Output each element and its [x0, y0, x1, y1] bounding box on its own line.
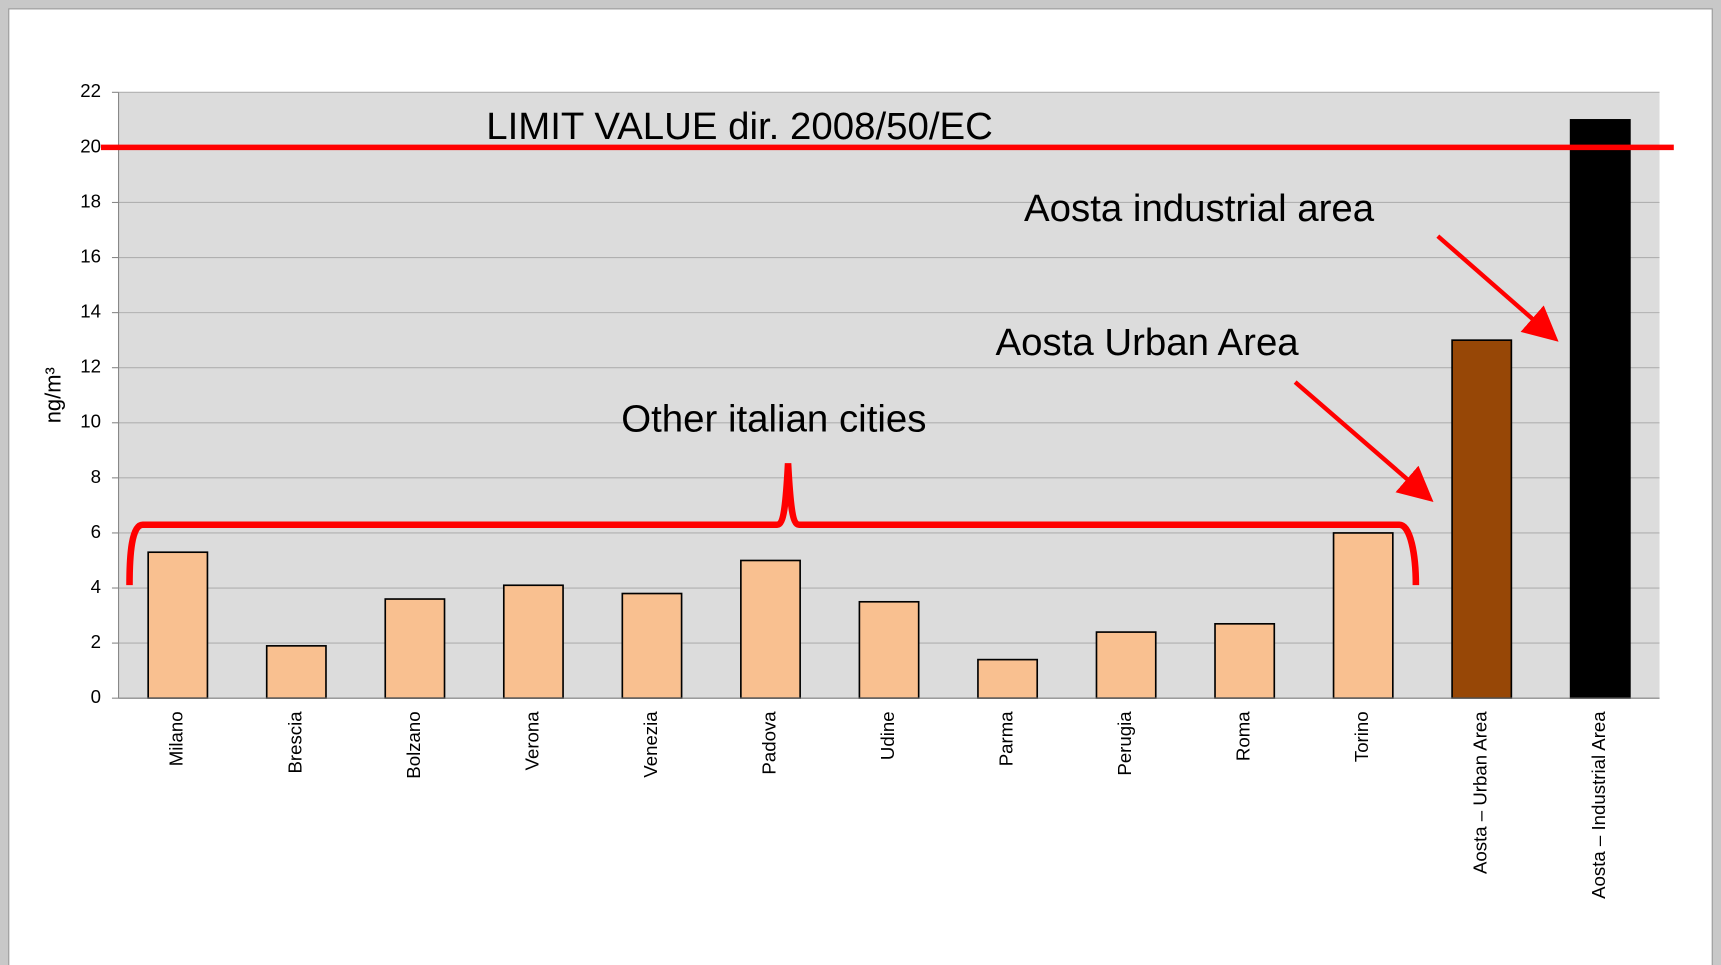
bar	[147, 551, 209, 699]
x-tick-label: Aosta – Urban Area	[1470, 711, 1491, 874]
annotation: Aosta Urban Area	[996, 321, 1300, 364]
bar	[1569, 119, 1631, 699]
y-tick-label: 14	[80, 301, 101, 322]
bar	[977, 658, 1039, 699]
arrow	[1293, 380, 1434, 502]
x-tick-label: Brescia	[284, 711, 305, 774]
y-tick-label: 20	[80, 135, 101, 156]
annotation: Other italian cities	[621, 398, 926, 441]
brace	[126, 463, 1420, 586]
y-tick-label: 16	[80, 245, 101, 266]
plot-area	[118, 92, 1660, 699]
limit-label: LIMIT VALUE dir. 2008/50/EC	[486, 105, 993, 148]
y-tick-label: 8	[91, 466, 101, 487]
bar	[1095, 631, 1157, 699]
annotation: Aosta industrial area	[1024, 187, 1375, 230]
bar	[1451, 339, 1513, 699]
y-tick-label: 12	[80, 356, 101, 377]
x-tick-label: Venezia	[640, 711, 661, 778]
x-tick-label: Aosta – Industrial Area	[1588, 711, 1609, 899]
y-tick-label: 10	[80, 411, 101, 432]
x-tick-label: Verona	[521, 711, 542, 771]
arrow	[1436, 234, 1559, 342]
bar	[384, 598, 446, 699]
bar	[502, 584, 564, 699]
bar	[740, 559, 801, 699]
bar	[621, 592, 683, 699]
y-tick-label: 0	[91, 686, 101, 707]
x-tick-label: Roma	[1233, 711, 1254, 761]
y-tick-label: 2	[91, 631, 101, 652]
y-tick-label: 22	[80, 80, 101, 101]
y-tick-label: 4	[91, 576, 101, 597]
x-tick-label: Parma	[995, 711, 1016, 767]
x-tick-label: Padova	[758, 711, 779, 775]
x-tick-label: Perugia	[1114, 711, 1135, 776]
bar	[858, 600, 920, 699]
bar	[1332, 532, 1394, 699]
bar	[265, 645, 327, 699]
x-tick-label: Torino	[1351, 711, 1372, 762]
x-tick-label: Bolzano	[403, 711, 424, 778]
y-axis-title: ng/m³	[41, 367, 66, 423]
bar	[1214, 622, 1276, 699]
y-tick-label: 6	[91, 521, 101, 542]
y-tick-label: 18	[80, 190, 101, 211]
x-tick-label: Milano	[166, 711, 187, 766]
x-tick-label: Udine	[877, 711, 898, 760]
